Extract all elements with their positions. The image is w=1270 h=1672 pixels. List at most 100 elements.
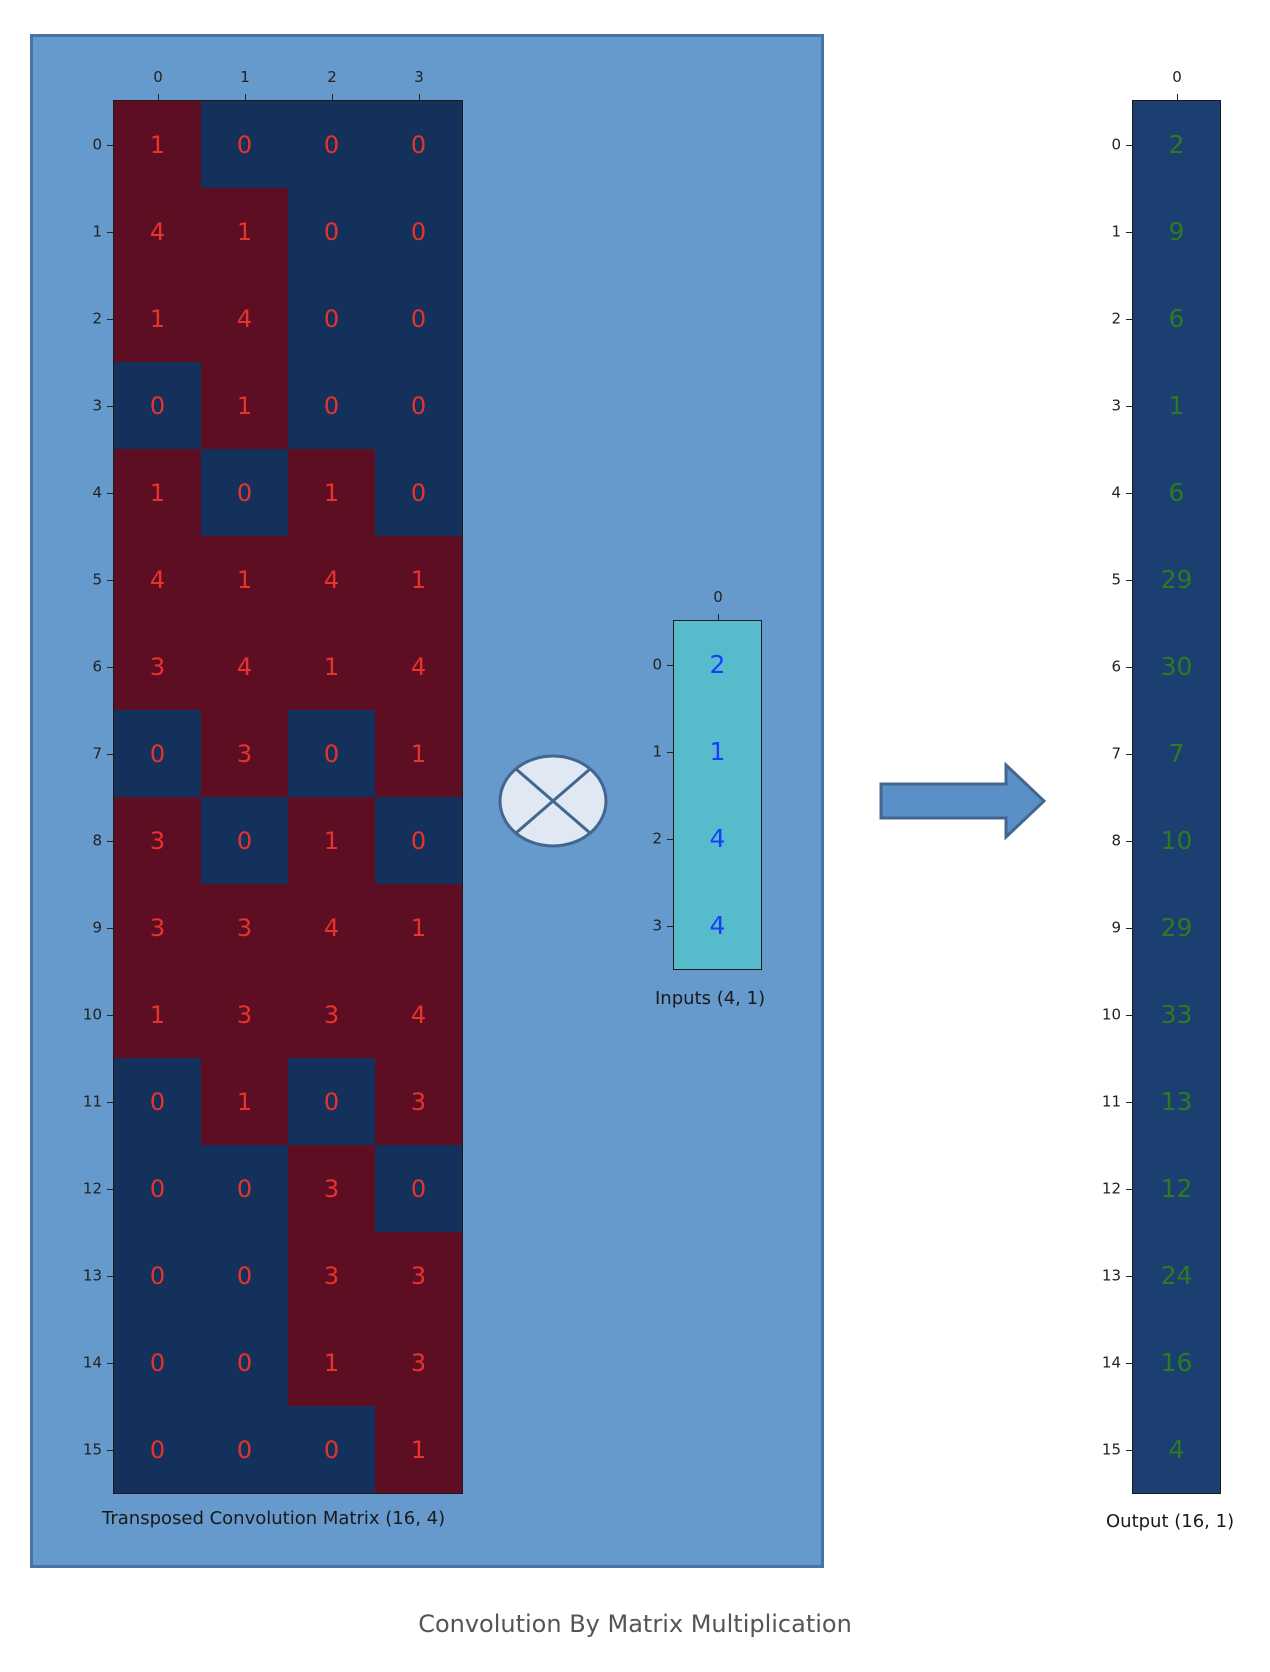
output-cell: 29 (1133, 884, 1220, 971)
output-cell: 4 (1133, 1406, 1220, 1493)
matrix-cell: 3 (375, 1058, 462, 1145)
matrix-cell: 0 (375, 188, 462, 275)
row-tick-label: 7 (1111, 744, 1121, 763)
row-tick-mark (107, 319, 113, 321)
row-tick-mark (1126, 493, 1132, 495)
matrix-cell: 3 (114, 884, 201, 971)
column-tick-label: 2 (327, 68, 337, 86)
inputs-cell: 2 (674, 621, 761, 708)
row-tick-label: 13 (82, 1266, 102, 1285)
row-tick-label: 14 (82, 1353, 102, 1372)
row-tick-label: 12 (82, 1179, 102, 1198)
row-tick-label: 3 (92, 396, 102, 415)
right-arrow-icon (879, 762, 1047, 840)
row-tick-mark (107, 1450, 113, 1452)
matrix-cell: 1 (114, 449, 201, 536)
matrix-cell: 0 (375, 1145, 462, 1232)
column-tick-label: 0 (153, 68, 163, 86)
matrix-cell: 1 (114, 275, 201, 362)
row-tick-label: 3 (1111, 396, 1121, 415)
matrix-cell: 0 (288, 710, 375, 797)
matrix-cell: 0 (114, 1145, 201, 1232)
matrix-cell: 4 (114, 188, 201, 275)
matrix-cell: 3 (288, 971, 375, 1058)
output-cell: 6 (1133, 449, 1220, 536)
row-tick-label: 9 (92, 918, 102, 937)
row-tick-mark (107, 667, 113, 669)
row-tick-label: 6 (1111, 657, 1121, 676)
row-tick-label: 1 (92, 222, 102, 241)
row-tick-mark (107, 145, 113, 147)
matrix-cell: 0 (201, 797, 288, 884)
column-tick-label: 0 (1172, 68, 1182, 86)
row-tick-label: 13 (1101, 1266, 1121, 1285)
matrix-cell: 0 (288, 275, 375, 362)
output-cell: 24 (1133, 1232, 1220, 1319)
matrix-cell: 0 (114, 362, 201, 449)
row-tick-mark (107, 1276, 113, 1278)
output-cell: 6 (1133, 275, 1220, 362)
row-tick-label: 11 (82, 1092, 102, 1111)
output-cell: 2 (1133, 101, 1220, 188)
row-tick-mark (107, 232, 113, 234)
row-tick-label: 10 (1101, 1005, 1121, 1024)
matrix-cell: 0 (114, 1406, 201, 1493)
output-cell: 33 (1133, 971, 1220, 1058)
matrix-cell: 3 (114, 797, 201, 884)
matrix-cell: 0 (375, 101, 462, 188)
multiply-operator-icon (498, 754, 608, 848)
row-tick-mark (107, 1102, 113, 1104)
row-tick-mark (1126, 1276, 1132, 1278)
row-tick-mark (1126, 319, 1132, 321)
row-tick-mark (1126, 1450, 1132, 1452)
row-tick-mark (1126, 928, 1132, 930)
row-tick-mark (667, 839, 673, 841)
row-tick-mark (1126, 1189, 1132, 1191)
matrix-cell: 0 (201, 1319, 288, 1406)
matrix-cell: 4 (375, 623, 462, 710)
matrix-cell: 0 (288, 1058, 375, 1145)
row-tick-label: 10 (82, 1005, 102, 1024)
matrix-cell: 0 (375, 362, 462, 449)
matrix-cell: 1 (375, 884, 462, 971)
output-cell: 16 (1133, 1319, 1220, 1406)
row-tick-label: 1 (1111, 222, 1121, 241)
row-tick-mark (1126, 754, 1132, 756)
row-tick-label: 0 (92, 135, 102, 154)
matrix-cell: 1 (201, 536, 288, 623)
output-cell: 9 (1133, 188, 1220, 275)
matrix-cell: 0 (201, 449, 288, 536)
matrix-cell: 1 (201, 1058, 288, 1145)
row-tick-label: 0 (652, 655, 662, 674)
matrix-cell: 1 (288, 623, 375, 710)
matrix-cell: 0 (375, 449, 462, 536)
row-tick-label: 14 (1101, 1353, 1121, 1372)
matrix-cell: 4 (201, 623, 288, 710)
row-tick-mark (107, 928, 113, 930)
matrix-cell: 3 (375, 1232, 462, 1319)
matrix-cell: 3 (201, 710, 288, 797)
matrix-cell: 3 (201, 971, 288, 1058)
matrix-cell: 1 (375, 710, 462, 797)
output-cell: 12 (1133, 1145, 1220, 1232)
matrix-cell: 3 (288, 1145, 375, 1232)
row-tick-mark (107, 1015, 113, 1017)
column-tick-mark (245, 94, 247, 100)
row-tick-mark (1126, 232, 1132, 234)
row-tick-mark (107, 580, 113, 582)
matrix-cell: 3 (201, 884, 288, 971)
row-tick-label: 9 (1111, 918, 1121, 937)
row-tick-label: 3 (652, 916, 662, 935)
matrix-cell: 4 (375, 971, 462, 1058)
inputs-title: Inputs (4, 1) (655, 988, 766, 1009)
output-title: Output (16, 1) (1106, 1511, 1235, 1532)
inputs-cell: 4 (674, 882, 761, 969)
matrix-cell: 0 (201, 1232, 288, 1319)
row-tick-label: 8 (1111, 831, 1121, 850)
output-cell: 29 (1133, 536, 1220, 623)
matrix-cell: 1 (201, 188, 288, 275)
row-tick-label: 2 (1111, 309, 1121, 328)
output-vector: 2 9 6 1 6 29 30 7 10 29 33 13 12 24 16 4 (1132, 100, 1221, 1494)
